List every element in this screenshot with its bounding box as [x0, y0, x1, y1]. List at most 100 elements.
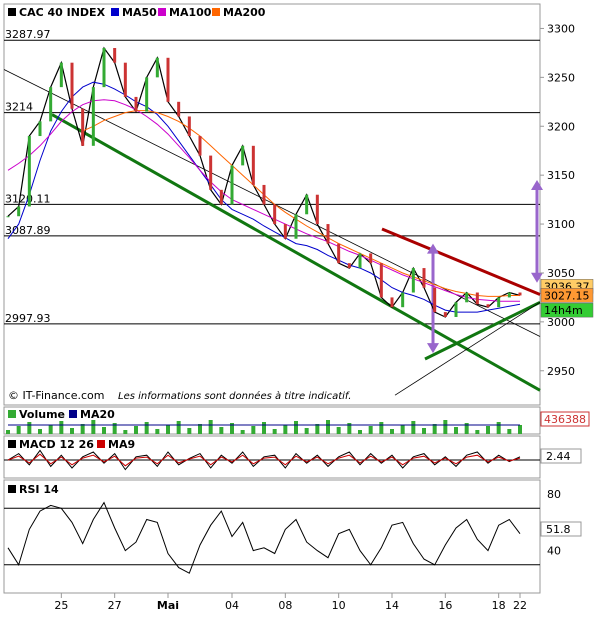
price-ytick-5: 3050: [547, 267, 575, 280]
price-candle-41: [443, 312, 447, 317]
trendline-green-rising: [424, 300, 541, 361]
volume-bar-15: [166, 425, 170, 434]
price-ytick-1: 3250: [547, 71, 575, 84]
price-candle-23: [251, 145, 255, 185]
price-candle-38: [411, 268, 415, 293]
volume-bar-18: [198, 424, 202, 434]
volume-bar-44: [475, 430, 480, 434]
macd-legend-label-1: MA9: [108, 438, 135, 451]
volume-bar-24: [262, 422, 266, 434]
price-candle-40: [433, 287, 437, 313]
price-candle-44: [475, 292, 479, 305]
rsi-line: [7, 501, 521, 574]
rsi-panel-frame: [3, 479, 541, 594]
price-ytick-6: 3000: [547, 316, 575, 329]
xtick-1: 27: [108, 599, 122, 612]
hline-label-1: 3214: [5, 101, 33, 114]
volume-bar-9: [102, 427, 106, 434]
xtick-6: 14: [385, 599, 399, 612]
volume-last-value: 436388: [544, 413, 586, 426]
volume-bar-2: [27, 422, 32, 434]
trendline-green-support: [51, 113, 541, 392]
volume-layer: Volume MA20 436388: [6, 408, 590, 434]
volume-bar-1: [16, 426, 21, 434]
price-candle-4: [49, 87, 53, 122]
volume-bar-31: [336, 427, 341, 434]
volume-bar-46: [496, 422, 501, 434]
legend-label-0: CAC 40 INDEX: [19, 6, 106, 19]
volume-bar-4: [48, 425, 53, 434]
volume-bar-23: [251, 426, 256, 434]
trendline-red-resistance: [381, 227, 541, 296]
footer-copyright: © IT-Finance.com: [8, 389, 105, 402]
price-candle-34: [369, 253, 373, 264]
volume-bar-42: [454, 427, 458, 434]
volume-legend-swatch-0: [8, 410, 16, 418]
volume-bar-29: [315, 424, 320, 434]
price-tag-box-2: [540, 302, 594, 318]
volume-legend-swatch-1: [69, 410, 77, 418]
price-candle-21: [230, 165, 234, 205]
volume-bar-8: [91, 420, 96, 434]
volume-bar-34: [368, 426, 373, 434]
footer-disclaimer: Les informations sont données à titre in…: [118, 390, 351, 402]
xtick-0: 25: [54, 599, 68, 612]
price-candle-18: [198, 136, 202, 156]
rsi-layer: 80 40 RSI 14 51.8: [4, 483, 582, 574]
volume-bar-35: [379, 422, 384, 434]
axis-layer: 3300 3250 3200 3150 3100 3050 3000 2950 25 27 Mai 0…: [54, 22, 575, 612]
rsi-last-value: 51.8: [546, 523, 571, 536]
rsi-value-box: [540, 521, 582, 537]
xtick-2: Mai: [157, 599, 179, 612]
target-arrow-left-head-bottom: [427, 343, 439, 354]
volume-bar-36: [390, 429, 394, 434]
volume-legend-label-1: MA20: [80, 408, 115, 421]
volume-bar-45: [486, 426, 490, 434]
price-candle-33: [358, 253, 362, 269]
volume-bar-28: [304, 428, 309, 434]
volume-value-box: [540, 411, 590, 427]
price-candle-47: [507, 292, 511, 298]
volume-bar-26: [283, 425, 288, 434]
xtick-8: 18: [492, 599, 506, 612]
volume-bar-3: [38, 429, 42, 434]
price-candle-37: [401, 292, 405, 308]
price-tag-1: 3027.15: [544, 289, 590, 302]
price-candle-32: [347, 263, 351, 269]
volume-bar-16: [176, 421, 181, 434]
macd-legend-swatch-1: [97, 440, 105, 448]
price-candle-39: [422, 268, 426, 288]
macd-legend-swatch-0: [8, 440, 16, 448]
xtick-5: 10: [332, 599, 346, 612]
hline-label-4: 2997.93: [5, 312, 51, 325]
volume-bar-32: [347, 423, 352, 434]
legend-swatch-0: [8, 8, 16, 16]
legend-swatch-2: [158, 8, 166, 16]
volume-bar-27: [294, 421, 298, 434]
price-candle-19: [209, 155, 213, 190]
price-candle-15: [166, 57, 170, 102]
price-candle-2: [27, 136, 31, 207]
macd-legend-label-0: MACD 12 26: [19, 438, 94, 451]
price-candle-25: [273, 204, 277, 225]
volume-bar-17: [187, 428, 192, 434]
volume-bar-48: [518, 425, 522, 434]
price-candle-27: [294, 214, 298, 239]
price-candle-17: [187, 116, 191, 137]
price-ytick-0: 3300: [547, 22, 575, 35]
rsi-legend-swatch-0: [8, 485, 16, 493]
trendline-lower-thin: [394, 301, 541, 396]
hline-label-3: 3087.89: [5, 224, 51, 237]
price-ytick-2: 3200: [547, 120, 575, 133]
target-arrow-right-head-top: [531, 180, 543, 191]
macd-value-box: [540, 448, 582, 464]
macd-signal-line: [7, 453, 521, 467]
volume-legend-label-0: Volume: [19, 408, 65, 421]
price-candle-9: [102, 48, 106, 88]
price-candle-28: [305, 194, 309, 215]
price-tag-box-1: [540, 288, 594, 303]
price-candle-36: [390, 297, 394, 308]
volume-bar-19: [208, 420, 213, 434]
price-candle-10: [113, 48, 117, 63]
